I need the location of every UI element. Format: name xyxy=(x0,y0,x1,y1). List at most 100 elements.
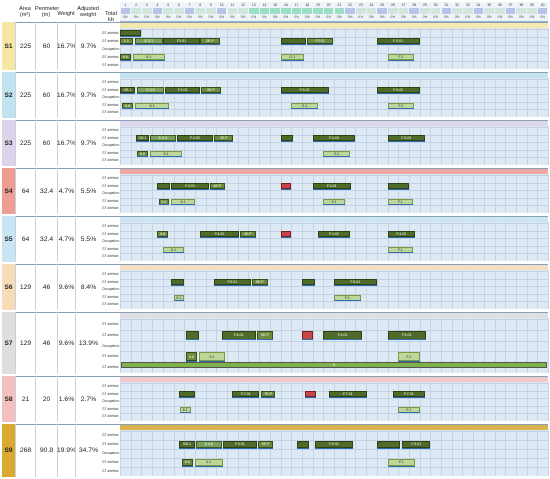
schedule-block: 6E.P xyxy=(256,330,273,340)
slot-total-percent: 0% xyxy=(508,15,513,19)
slot-number: 5 xyxy=(167,3,170,7)
slot-header-cell xyxy=(398,8,409,14)
section-weight: 16.7% xyxy=(57,72,76,118)
block-underline xyxy=(173,300,185,302)
schedule-block: 6.6 xyxy=(120,53,131,61)
slot-number: 12 xyxy=(241,3,245,7)
schedule-block xyxy=(171,279,185,286)
slot-number: 20 xyxy=(326,3,331,7)
slot-total-percent: 0% xyxy=(272,15,278,19)
slot-header-cell xyxy=(281,8,291,14)
schedule-block: 6.6 xyxy=(182,458,193,467)
row-label: Occupation (m²) xyxy=(102,239,120,244)
block-underline xyxy=(387,59,415,61)
slot-total-percent: 0% xyxy=(411,15,417,19)
block-underline xyxy=(328,397,368,398)
slot-total-percent: 0% xyxy=(240,15,246,19)
slot-number: 7 xyxy=(188,3,191,7)
row-label: GT artefact xyxy=(102,206,119,211)
slot-number: 11 xyxy=(230,3,235,7)
section-adjusted: 9.7% xyxy=(75,22,101,70)
section-id: S4 xyxy=(2,168,15,214)
slot-total-percent: 0% xyxy=(133,15,139,19)
slot-header-cell xyxy=(430,8,441,14)
section-strip xyxy=(120,73,548,78)
slot-header-cell xyxy=(377,8,387,14)
row-label: GT artefact xyxy=(102,332,119,337)
block-underline xyxy=(398,412,420,414)
schedule-block: F.7.01 xyxy=(392,391,425,398)
row-label: Occupation (m²) xyxy=(102,143,120,148)
slot-header-cell xyxy=(259,8,270,14)
row-label: GT artefact xyxy=(102,231,119,236)
slot-total-percent: 0% xyxy=(176,15,182,19)
row-label: GT artefact xyxy=(102,128,119,132)
schedule-block: F.3.02 xyxy=(376,87,420,94)
section-strip xyxy=(120,377,548,382)
slot-total-percent: 0% xyxy=(486,15,492,19)
schedule-block xyxy=(280,135,294,142)
schedule-block xyxy=(280,183,292,190)
slot-number: 19 xyxy=(316,3,320,7)
slot-header-cell xyxy=(291,8,302,14)
block-underline xyxy=(251,285,268,286)
section-id: S3 xyxy=(2,120,15,166)
slot-number: 32 xyxy=(455,3,459,7)
slot-number: 25 xyxy=(380,3,385,7)
section-weight: 9.6% xyxy=(57,312,75,374)
header-adjusted-weight: Adjusted weight xyxy=(77,6,99,18)
row-label: GT artefact xyxy=(102,110,119,115)
slot-total-percent: 0% xyxy=(144,15,150,19)
row-label: Occupation (m²) xyxy=(102,95,120,100)
section-weight: 4.7% xyxy=(57,168,75,214)
schedule-block: F.4.01 xyxy=(171,183,209,190)
section-perimeter: 60 xyxy=(35,72,57,118)
schedule-block xyxy=(178,391,195,398)
schedule-block: F.3.03 xyxy=(387,135,425,142)
row-label: GT artefact xyxy=(102,433,119,437)
slot-number: 27 xyxy=(401,3,406,7)
block-underline xyxy=(176,141,214,142)
block-underline xyxy=(194,465,223,467)
block-underline xyxy=(200,43,220,45)
block-underline xyxy=(280,189,292,190)
block-underline xyxy=(157,237,169,238)
row-label: Occupation (m²) xyxy=(102,191,120,196)
row-label: GT artefact xyxy=(102,224,119,228)
schedule-block xyxy=(186,330,200,340)
block-underline xyxy=(171,189,209,190)
section-weight: 16.7% xyxy=(57,22,76,70)
slot-total-percent: 0% xyxy=(518,15,524,19)
row-label: GT artefact xyxy=(102,272,119,276)
block-underline xyxy=(134,108,170,110)
block-underline xyxy=(182,465,193,467)
slot-header-cell xyxy=(366,8,377,14)
block-underline xyxy=(307,43,333,45)
slot-number: 33 xyxy=(465,3,470,7)
slot-total-percent: 0% xyxy=(165,15,171,19)
block-underline xyxy=(195,447,222,449)
row-label: GT artefact xyxy=(102,302,119,307)
slot-header-cell xyxy=(131,8,141,14)
row-label: GT artefact xyxy=(102,294,119,299)
section-perimeter: 46 xyxy=(35,264,57,310)
block-underline xyxy=(120,35,142,37)
slot-header-cell xyxy=(184,8,195,14)
slot-total-percent: 0% xyxy=(123,15,128,19)
row-label: GT artefact xyxy=(102,135,119,140)
slot-number: 26 xyxy=(390,3,395,7)
block-underline xyxy=(132,59,165,61)
schedule-block: 6.1 xyxy=(134,102,170,109)
row-label: GT artefact xyxy=(102,246,119,251)
schedule-block: F.4.02 xyxy=(387,231,416,238)
slot-header-cell xyxy=(355,8,366,14)
schedule-block: 4E.P xyxy=(209,183,225,190)
schedule-block: F.1 xyxy=(387,458,416,467)
block-underline xyxy=(134,43,163,45)
row-label: Occupation (m²) xyxy=(102,287,120,292)
slot-total-percent: 0% xyxy=(390,15,396,19)
schedule-block: F.1 xyxy=(323,198,345,205)
row-label: GT artefact xyxy=(102,39,119,43)
block-underline xyxy=(280,141,294,142)
slot-header-cell xyxy=(302,8,313,14)
